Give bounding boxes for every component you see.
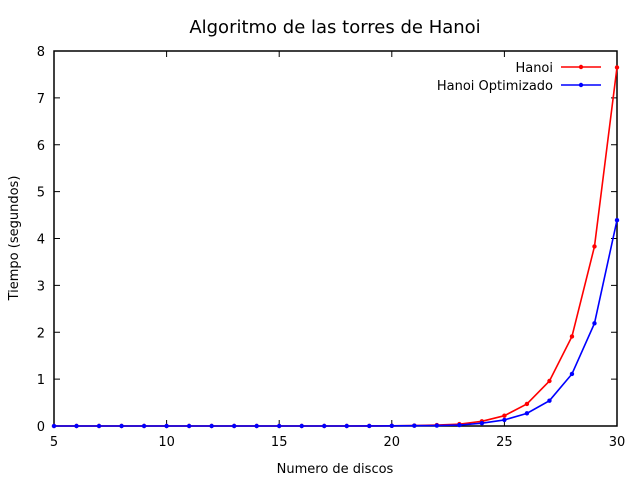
- x-tick-label: 30: [609, 435, 626, 450]
- series-line-hanoi: [54, 67, 618, 427]
- y-tick-label: 5: [37, 186, 45, 201]
- data-point-hanoi-optimizado: [299, 423, 304, 429]
- data-point-hanoi-optimizado: [74, 423, 79, 429]
- chart-title: Algoritmo de las torres de Hanoi: [189, 17, 480, 38]
- data-point-hanoi: [502, 413, 507, 418]
- y-tick-label: 6: [37, 139, 45, 154]
- data-point-hanoi: [569, 334, 575, 339]
- series-layer: [51, 65, 620, 429]
- x-axis: 5 10 15 20 25 30: [50, 51, 625, 450]
- plot-frame: [53, 50, 618, 427]
- y-tick-label: 1: [37, 373, 45, 388]
- legend-marker-hanoi-optimizado: [578, 82, 584, 88]
- data-point-hanoi-optimizado: [389, 423, 394, 429]
- data-point-hanoi-optimizado: [479, 420, 485, 426]
- data-point-hanoi: [547, 378, 552, 384]
- data-point-hanoi-optimizado: [96, 423, 102, 429]
- x-tick-label: 10: [158, 435, 175, 450]
- y-tick-label: 2: [37, 326, 45, 341]
- data-point-hanoi-optimizado: [614, 218, 620, 223]
- y-tick-label: 0: [37, 420, 45, 435]
- x-axis-label: Numero de discos: [277, 462, 394, 477]
- data-point-hanoi-optimizado: [502, 417, 507, 423]
- y-tick-label: 7: [37, 92, 45, 107]
- data-point-hanoi: [614, 65, 620, 70]
- data-point-hanoi-optimizado: [209, 423, 214, 429]
- legend-marker-hanoi: [578, 64, 584, 70]
- legend-label-hanoi-optimizado: Hanoi Optimizado: [437, 79, 553, 94]
- data-point-hanoi-optimizado: [367, 423, 372, 429]
- legend: Hanoi Hanoi Optimizado: [437, 61, 601, 94]
- x-tick-label: 20: [384, 435, 401, 450]
- legend-label-hanoi: Hanoi: [515, 61, 553, 76]
- data-point-hanoi-optimizado: [254, 423, 259, 429]
- data-point-hanoi-optimizado: [412, 423, 417, 428]
- data-point-hanoi-optimizado: [592, 321, 597, 326]
- data-point-hanoi-optimizado: [457, 422, 462, 428]
- data-point-hanoi-optimizado: [119, 423, 124, 429]
- series-line-hanoi-optimizado: [54, 220, 618, 427]
- x-tick-label: 5: [50, 435, 58, 450]
- y-tick-label: 8: [37, 45, 45, 60]
- y-axis: 0 1 2 3 4 5 6 7 8: [37, 45, 617, 435]
- data-point-hanoi-optimizado: [524, 411, 530, 416]
- data-point-hanoi-optimizado: [51, 423, 57, 429]
- data-point-hanoi-optimizado: [164, 423, 169, 429]
- x-tick-label: 15: [271, 435, 288, 450]
- y-tick-label: 3: [37, 279, 45, 294]
- data-point-hanoi-optimizado: [141, 423, 147, 429]
- data-point-hanoi: [592, 244, 597, 249]
- data-point-hanoi-optimizado: [186, 423, 192, 429]
- x-tick-label: 25: [496, 435, 513, 450]
- y-axis-label: Tiempo (segundos): [7, 176, 22, 302]
- data-point-hanoi-optimizado: [277, 423, 282, 429]
- y-tick-label: 4: [37, 233, 45, 248]
- data-point-hanoi-optimizado: [547, 398, 552, 403]
- data-point-hanoi: [524, 401, 530, 407]
- data-point-hanoi-optimizado: [231, 423, 237, 429]
- data-point-hanoi-optimizado: [344, 423, 349, 429]
- data-point-hanoi-optimizado: [569, 371, 575, 377]
- data-point-hanoi-optimizado: [434, 423, 440, 428]
- data-point-hanoi-optimizado: [322, 423, 327, 429]
